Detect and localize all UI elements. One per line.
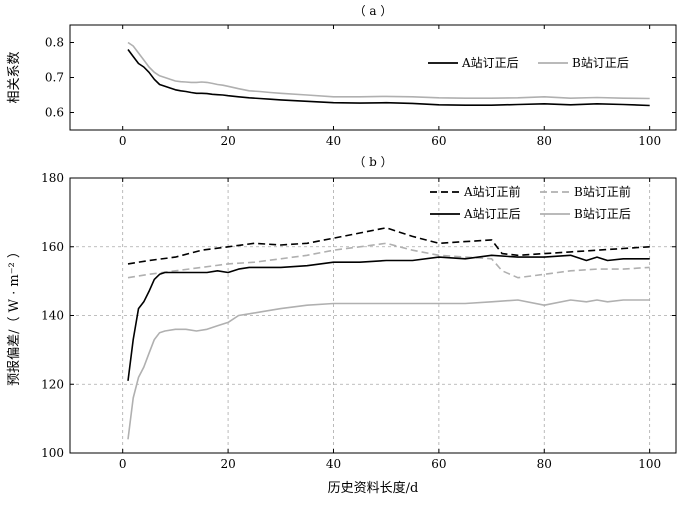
legend: A站订正前 B站订正前 A站订正后 B站订正后 [430, 184, 631, 221]
chart-panel-b: （ b ） 0 20 40 60 80 100 100 120 140 160 180 预报偏差/（ W… [7, 155, 677, 496]
x-tick-label: 100 [638, 134, 661, 148]
legend-label: B站订正前 [574, 184, 631, 199]
plot-frame [69, 24, 677, 131]
x-tick-label: 0 [119, 457, 127, 471]
series-line-0 [127, 49, 650, 107]
y-axis-title: 预报偏差/（ W · m⁻² ） [7, 245, 22, 386]
series-line-1 [127, 242, 650, 279]
legend-label: B站订正后 [574, 207, 631, 221]
x-tick-label: 20 [220, 457, 235, 471]
y-tick-label: 180 [41, 171, 64, 185]
x-tick-label: 0 [119, 134, 127, 148]
y-tick-label: 140 [41, 309, 64, 323]
y-tick-label: 160 [41, 240, 64, 254]
x-tick-label: 60 [431, 134, 446, 148]
legend-label: A站订正后 [463, 207, 521, 221]
y-tick-label: 0.7 [45, 71, 64, 85]
legend-label: B站订正后 [572, 56, 629, 70]
legend: A站订正后 B站订正后 [428, 56, 629, 70]
y-tick-label: 0.6 [45, 106, 64, 120]
x-tick-label: 40 [326, 134, 341, 148]
x-axis-title: 历史资料长度/d [328, 480, 419, 496]
series-line-0 [127, 227, 650, 265]
x-tick-label: 20 [220, 134, 235, 148]
x-tick-label: 80 [537, 457, 552, 471]
y-tick-label: 120 [41, 377, 64, 391]
y-axis-title: 相关系数 [7, 51, 22, 103]
x-tick-label: 80 [537, 134, 552, 148]
legend-label: A站订正后 [461, 56, 519, 70]
panel-label: （ a ） [354, 4, 393, 18]
x-tick-label: 60 [431, 457, 446, 471]
series-line-2 [127, 254, 650, 381]
panel-label: （ b ） [353, 155, 392, 169]
x-tick-label: 40 [326, 457, 341, 471]
series-line-1 [127, 41, 650, 100]
chart-panel-a: （ a ） 0 20 40 60 80 100 0.6 0.7 0.8 相关系数 A站订正后 B站订正后 [7, 4, 677, 148]
series-line-3 [127, 299, 650, 440]
x-tick-label: 100 [638, 457, 661, 471]
y-tick-label: 0.8 [45, 36, 64, 50]
legend-label: A站订正前 [463, 184, 521, 199]
y-tick-label: 100 [41, 446, 64, 460]
